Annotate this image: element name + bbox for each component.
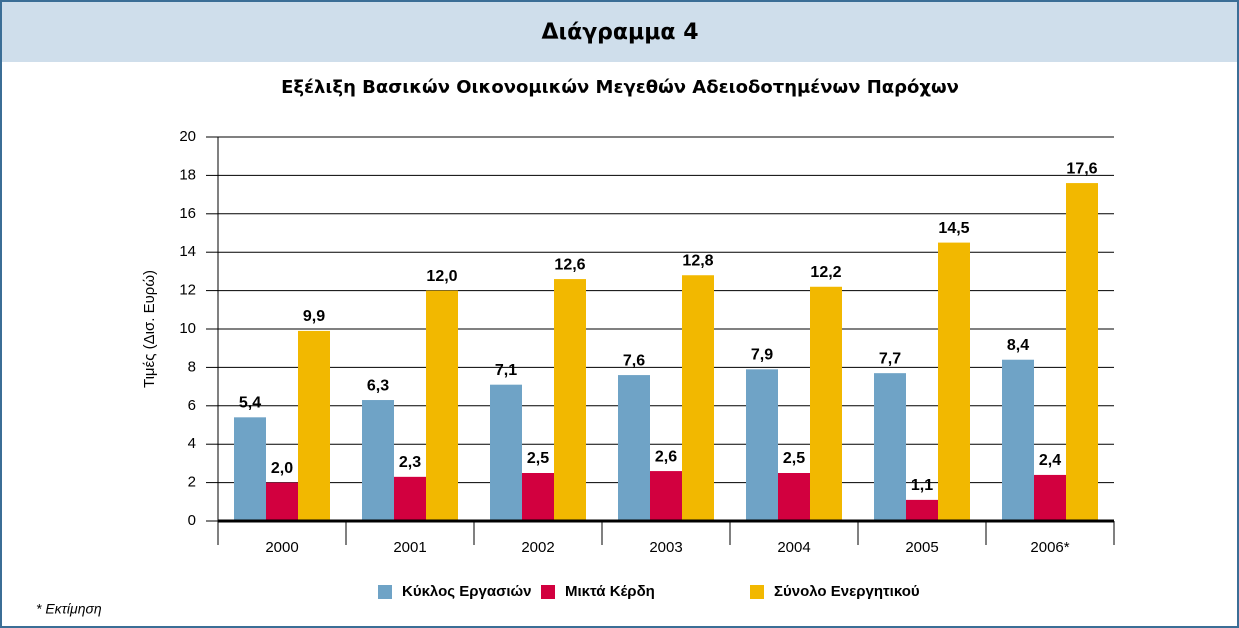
legend-label: Κύκλος Εργασιών (402, 583, 532, 600)
data-label: 7,6 (623, 352, 645, 369)
bar (266, 482, 298, 521)
header-band (2, 2, 1237, 62)
bar (234, 417, 266, 521)
data-label: 2,6 (655, 448, 677, 465)
y-tick-label: 18 (179, 166, 196, 183)
chart-title: Εξέλιξη Βασικών Οικονομικών Μεγεθών Αδει… (281, 77, 959, 98)
y-tick-label: 0 (188, 512, 196, 529)
x-tick-label: 2005 (905, 539, 938, 556)
data-label: 7,9 (751, 347, 773, 364)
data-label: 17,6 (1066, 160, 1097, 177)
bar (394, 476, 426, 521)
header: Διάγραμμα 4 (541, 20, 698, 45)
data-label: 2,5 (527, 450, 549, 467)
x-tick-label: 2001 (393, 539, 426, 556)
y-tick-label: 20 (179, 128, 196, 145)
bar (1002, 359, 1034, 521)
data-label: 2,3 (399, 454, 421, 471)
y-tick-label: 8 (188, 358, 196, 375)
legend-label: Μικτά Κέρδη (565, 583, 655, 600)
y-tick-label: 14 (179, 243, 196, 260)
data-label: 2,0 (271, 460, 293, 477)
x-tick-label: 2006* (1030, 539, 1069, 556)
data-label: 2,5 (783, 450, 805, 467)
legend-swatch (750, 585, 764, 599)
footnote: * Εκτίμηση (36, 601, 102, 617)
data-label: 7,1 (495, 362, 517, 379)
legend-swatch (541, 585, 555, 599)
bar (938, 242, 970, 521)
bar (778, 473, 810, 521)
data-label: 12,2 (810, 264, 841, 281)
x-tick-label: 2003 (649, 539, 682, 556)
bar (1034, 474, 1066, 521)
bar (1066, 183, 1098, 521)
data-label: 14,5 (938, 220, 969, 237)
y-tick-label: 10 (179, 320, 196, 337)
bar (746, 369, 778, 521)
y-tick-label: 4 (188, 435, 196, 452)
data-label: 12,6 (554, 256, 585, 273)
data-label: 7,7 (879, 350, 901, 367)
bar (298, 330, 330, 521)
data-label: 6,3 (367, 377, 389, 394)
y-axis-label: Τιμές (Δισ. Ευρώ) (141, 270, 158, 388)
x-tick-label: 2002 (521, 539, 554, 556)
y-tick-label: 12 (179, 282, 196, 299)
y-tick-label: 16 (179, 205, 196, 222)
bar (618, 375, 650, 521)
data-label: 12,8 (682, 252, 713, 269)
data-label: 1,1 (911, 477, 933, 494)
bar (874, 373, 906, 521)
data-label: 12,0 (426, 268, 457, 285)
bar (490, 384, 522, 521)
x-tick-label: 2000 (265, 539, 298, 556)
bar (522, 473, 554, 521)
data-label: 5,4 (239, 395, 261, 412)
y-tick-label: 6 (188, 397, 196, 414)
x-tick-label: 2004 (777, 539, 810, 556)
data-label: 2,4 (1039, 452, 1061, 469)
bar (906, 499, 938, 521)
bar (362, 400, 394, 521)
bar (426, 290, 458, 521)
bar (650, 471, 682, 521)
legend-label: Σύνολο Ενεργητικού (774, 583, 920, 600)
bar (810, 286, 842, 521)
legend-swatch (378, 585, 392, 599)
data-label: 9,9 (303, 308, 325, 325)
bar (554, 279, 586, 521)
y-tick-label: 2 (188, 474, 196, 491)
data-label: 8,4 (1007, 337, 1029, 354)
bar (682, 275, 714, 521)
